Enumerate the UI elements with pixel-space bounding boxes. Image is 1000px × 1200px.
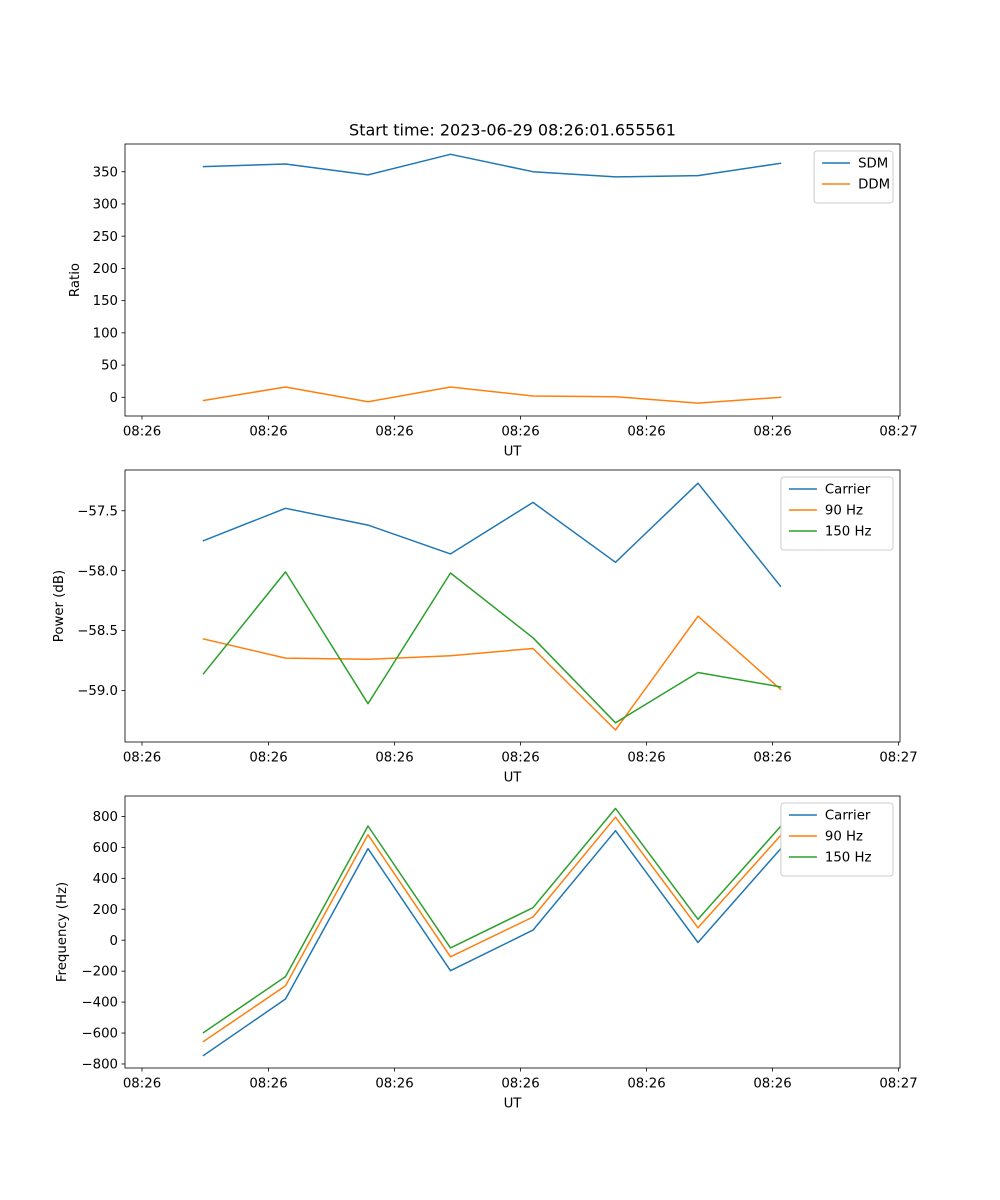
legend-label: Carrier [825, 809, 871, 824]
figure-title: Start time: 2023-06-29 08:26:01.655561 [349, 121, 676, 140]
x-axis-label: UT [504, 1097, 523, 1112]
y-tick-label: 250 [93, 230, 118, 245]
y-tick-label: 350 [93, 165, 118, 180]
y-axis-label: Ratio [68, 263, 83, 297]
y-tick-label: −59.0 [77, 684, 118, 699]
x-tick-label: 08:26 [627, 425, 665, 440]
x-tick-label: 08:26 [249, 1077, 287, 1092]
x-tick-label: 08:26 [123, 425, 161, 440]
y-tick-label: 800 [93, 810, 118, 825]
y-tick-label: −58.5 [77, 624, 118, 639]
x-tick-label: 08:26 [627, 751, 665, 766]
series-line-carrier [202, 829, 782, 1057]
y-tick-label: 200 [93, 903, 118, 918]
x-tick-label: 08:27 [879, 1077, 917, 1092]
y-tick-label: 100 [93, 326, 118, 341]
x-tick-label: 08:26 [627, 1077, 665, 1092]
x-tick-label: 08:26 [249, 751, 287, 766]
series-line-90-hz [202, 615, 782, 731]
x-tick-label: 08:26 [123, 751, 161, 766]
subplot-1: 0 50 100 150 200 250 300 350 08:26 08:26 08:26 08:2… [68, 143, 918, 460]
x-tick-label: 08:26 [753, 751, 791, 766]
series-line-sdm [202, 153, 782, 178]
x-tick-label: 08:26 [375, 751, 413, 766]
legend-label: SDM [858, 157, 888, 172]
y-tick-label: 50 [101, 359, 118, 374]
series-line-carrier [202, 482, 782, 588]
x-axis-label: UT [504, 771, 523, 786]
y-tick-label: −58.0 [77, 564, 118, 579]
x-tick-label: 08:27 [879, 425, 917, 440]
y-tick-label: 300 [93, 198, 118, 213]
legend-label: 90 Hz [825, 830, 863, 845]
x-tick-label: 08:26 [501, 425, 539, 440]
plot-frame [124, 795, 901, 1069]
legend-label: 90 Hz [825, 504, 863, 519]
legend-label: 150 Hz [825, 525, 872, 540]
y-tick-label: −400 [81, 996, 118, 1011]
y-tick-label: −600 [81, 1027, 118, 1042]
legend-label: DDM [858, 178, 890, 193]
series-line-ddm [202, 386, 782, 404]
y-tick-label: 0 [110, 391, 118, 406]
series-line-150-hz [202, 571, 782, 724]
x-tick-label: 08:26 [123, 1077, 161, 1092]
plot-frame [124, 469, 901, 743]
legend: SDM DDM [813, 150, 894, 204]
y-tick-label: 0 [110, 934, 118, 949]
x-tick-label: 08:26 [753, 1077, 791, 1092]
legend: Carrier 90 Hz 150 Hz [780, 476, 894, 551]
subplot-3: −800 −600 −400 −200 0 200 400 600 800 08:26 08:26 0… [55, 795, 918, 1112]
x-tick-label: 08:26 [501, 751, 539, 766]
y-tick-label: −200 [81, 965, 118, 980]
x-tick-label: 08:26 [753, 425, 791, 440]
x-tick-label: 08:26 [375, 425, 413, 440]
y-tick-label: −57.5 [77, 504, 118, 519]
legend-label: 150 Hz [825, 851, 872, 866]
x-tick-label: 08:26 [375, 1077, 413, 1092]
legend: Carrier 90 Hz 150 Hz [780, 802, 894, 877]
legend-box [813, 150, 894, 204]
y-tick-label: 400 [93, 872, 118, 887]
x-tick-label: 08:26 [249, 425, 287, 440]
series-line-150-hz [202, 807, 782, 1034]
y-tick-label: 150 [93, 294, 118, 309]
subplot-2: −57.5 −58.0 −58.5 −59.0 08:26 08:26 08:26 08:26… [52, 469, 918, 786]
y-tick-label: 600 [93, 841, 118, 856]
y-tick-label: −800 [81, 1058, 118, 1073]
y-axis-label: Power (dB) [52, 570, 67, 642]
y-tick-label: 200 [93, 262, 118, 277]
x-tick-label: 08:26 [501, 1077, 539, 1092]
series-line-90-hz [202, 816, 782, 1043]
plot-frame [124, 143, 901, 417]
x-tick-label: 08:27 [879, 751, 917, 766]
y-axis-label: Frequency (Hz) [55, 882, 70, 982]
subplots: 0 50 100 150 200 250 300 350 08:26 08:26 08:26 08:2… [52, 143, 918, 1112]
legend-label: Carrier [825, 483, 871, 498]
x-axis-label: UT [504, 445, 523, 460]
